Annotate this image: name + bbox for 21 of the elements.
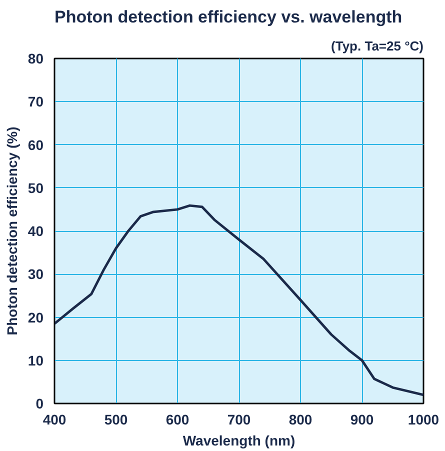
y-tick-label: 80 — [28, 50, 44, 66]
y-tick-label: 10 — [28, 352, 44, 368]
y-tick-label: 30 — [28, 266, 44, 282]
line-series — [54, 204, 424, 396]
x-tick-label: 700 — [227, 412, 251, 428]
x-tick-label: 600 — [166, 412, 190, 428]
x-axis-title: Wavelength (nm) — [182, 432, 296, 448]
y-tick-label: 40 — [28, 223, 44, 239]
y-tick-label: 0 — [36, 396, 44, 412]
x-tick-label: 500 — [104, 412, 128, 428]
y-axis-title: Photon detection efficiency (%) — [4, 126, 20, 336]
y-tick-label: 50 — [28, 180, 44, 196]
x-tick-label: 400 — [42, 412, 66, 428]
x-tick-label: 800 — [288, 412, 312, 428]
x-tick-label: 900 — [350, 412, 374, 428]
y-tick-label: 70 — [28, 94, 44, 110]
x-tick-label: 1000 — [408, 412, 440, 428]
y-tick-label: 60 — [28, 136, 44, 153]
text: (Typ. Ta=25 °C) — [331, 38, 424, 54]
chart-title: Photon detection efficiency vs. wavelength — [54, 8, 402, 26]
y-tick-label: 20 — [28, 309, 44, 326]
